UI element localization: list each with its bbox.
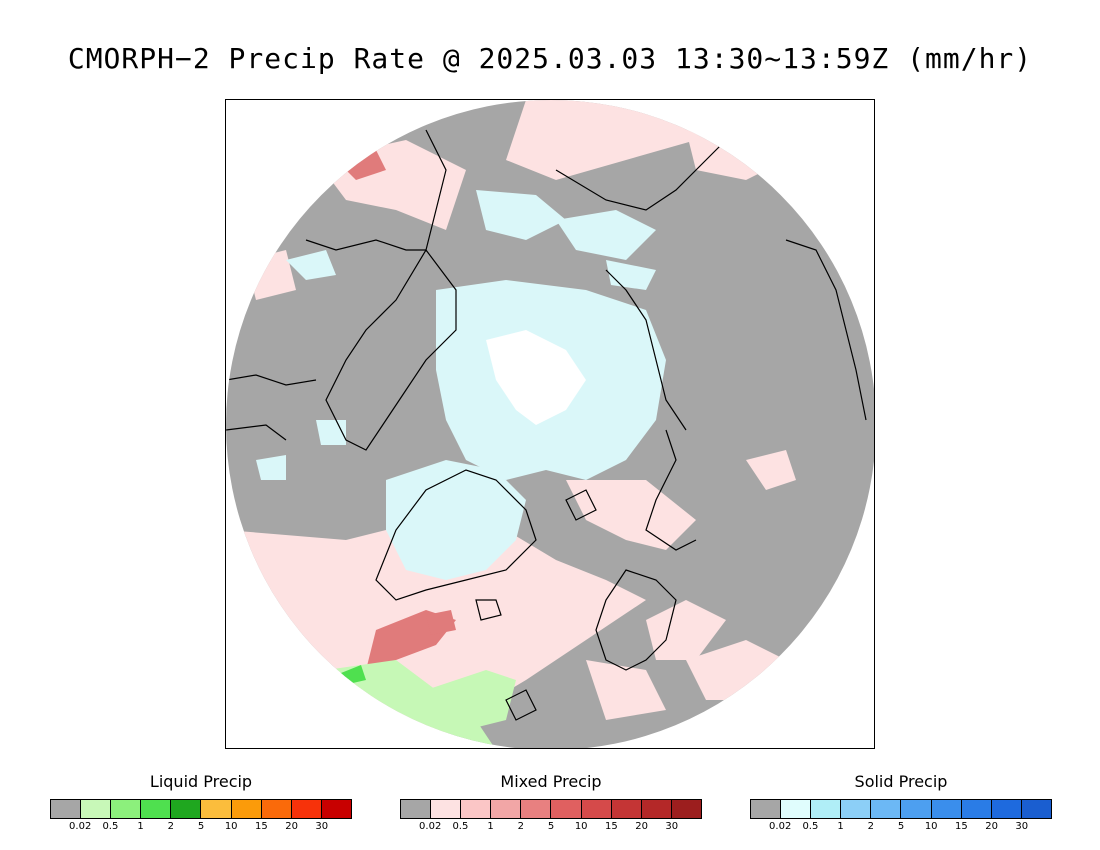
color-swatch <box>901 800 932 818</box>
color-swatch <box>751 800 782 818</box>
color-swatch <box>641 800 672 818</box>
legend-title: Liquid Precip <box>149 772 253 791</box>
legend-title: Mixed Precip <box>500 772 602 791</box>
color-swatch <box>551 800 582 818</box>
color-swatch <box>111 800 142 818</box>
color-swatch <box>811 800 842 818</box>
legend-title: Solid Precip <box>854 772 948 791</box>
tick-label: 5 <box>897 821 905 832</box>
color-swatch <box>431 800 462 818</box>
color-swatch <box>261 800 292 818</box>
color-swatch <box>141 800 172 818</box>
tick-label: 0.5 <box>452 821 469 832</box>
tick-labels: 0.02 0.5 1 2 5 10 15 20 30 <box>50 819 352 833</box>
tick-label: 0.5 <box>102 821 119 832</box>
color-scale-bar <box>400 799 702 819</box>
tick-label: 2 <box>867 821 874 832</box>
color-swatch <box>201 800 232 818</box>
legend-mixed-precip: Mixed Precip 0.02 0.5 1 2 5 10 15 20 30 <box>400 772 702 833</box>
tick-label: 30 <box>315 821 329 832</box>
tick-label: 2 <box>517 821 524 832</box>
tick-label: 10 <box>224 821 238 832</box>
legend-liquid-precip: Liquid Precip 0.02 0.5 1 2 5 10 15 20 30 <box>50 772 352 833</box>
mixed-precip-light-areas <box>226 100 796 748</box>
tick-label: 20 <box>285 821 298 832</box>
tick-label: 1 <box>487 821 494 832</box>
mixed-precip-moderate-areas <box>336 150 456 670</box>
color-swatch <box>171 800 202 818</box>
color-swatch <box>931 800 962 818</box>
solid-precip-core-area <box>486 330 586 425</box>
color-swatch <box>231 800 262 818</box>
tick-label: 15 <box>955 821 968 832</box>
color-swatch <box>401 800 432 818</box>
tick-label: 10 <box>574 821 588 832</box>
legend-solid-precip: Solid Precip 0.02 0.5 1 2 5 10 15 20 30 <box>750 772 1052 833</box>
color-swatch <box>51 800 82 818</box>
tick-label: 0.02 <box>69 821 92 832</box>
tick-label: 20 <box>985 821 998 832</box>
tick-label: 0.02 <box>419 821 442 832</box>
map-title: CMORPH−2 Precip Rate @ 2025.03.03 13:30~… <box>67 42 1033 75</box>
color-swatch <box>461 800 492 818</box>
tick-label: 1 <box>137 821 144 832</box>
color-swatch <box>671 800 701 818</box>
color-swatch <box>611 800 642 818</box>
tick-label: 30 <box>1015 821 1029 832</box>
tick-labels: 0.02 0.5 1 2 5 10 15 20 30 <box>400 819 702 833</box>
tick-label: 5 <box>197 821 205 832</box>
color-swatch <box>781 800 812 818</box>
tick-label: 20 <box>635 821 648 832</box>
coastline-outlines <box>226 129 867 721</box>
tick-label: 2 <box>167 821 174 832</box>
color-swatch <box>841 800 872 818</box>
color-swatch <box>321 800 351 818</box>
tick-label: 1 <box>837 821 844 832</box>
color-swatch <box>521 800 552 818</box>
tick-label: 30 <box>665 821 679 832</box>
color-swatch <box>81 800 112 818</box>
tick-labels: 0.02 0.5 1 2 5 10 15 20 30 <box>750 819 1052 833</box>
polar-precip-map <box>226 100 874 748</box>
globe-disc <box>226 100 874 748</box>
tick-label: 5 <box>547 821 555 832</box>
tick-label: 15 <box>605 821 618 832</box>
color-swatch <box>491 800 522 818</box>
color-swatch <box>991 800 1022 818</box>
color-scale-bar <box>50 799 352 819</box>
color-scale-bar <box>750 799 1052 819</box>
color-swatch <box>1021 800 1051 818</box>
map-frame <box>225 99 875 749</box>
color-swatch <box>581 800 612 818</box>
color-swatch <box>871 800 902 818</box>
color-swatch <box>961 800 992 818</box>
tick-label: 10 <box>924 821 938 832</box>
tick-label: 15 <box>255 821 268 832</box>
tick-label: 0.02 <box>769 821 792 832</box>
tick-label: 0.5 <box>802 821 819 832</box>
color-swatch <box>291 800 322 818</box>
